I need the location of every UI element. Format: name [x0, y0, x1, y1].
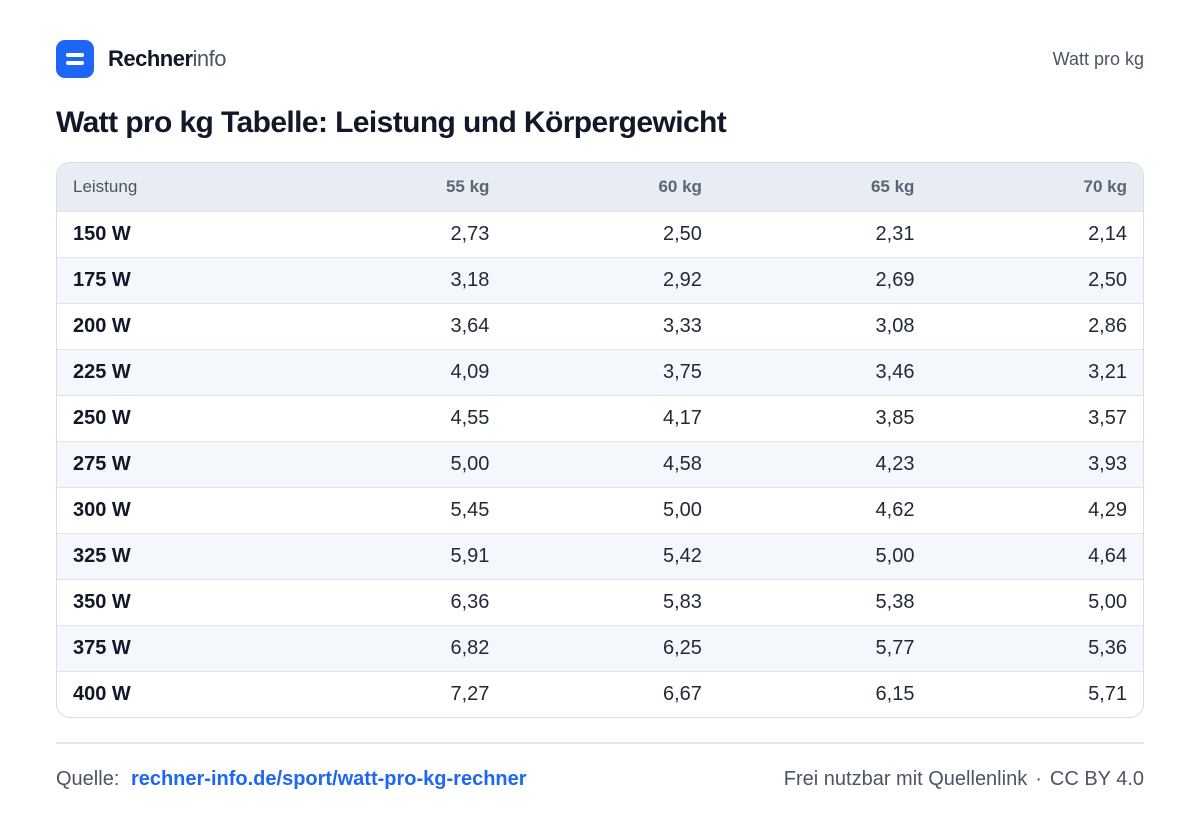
value-cell: 2,86 [1088, 314, 1127, 337]
value-cell: 2,73 [450, 222, 490, 245]
value-cell: 4,29 [1088, 498, 1127, 521]
column-header: 60 kg [658, 176, 702, 196]
value-cell: 5,77 [875, 636, 915, 659]
brand-name: Rechnerinfo [108, 46, 227, 72]
source-link[interactable]: rechner-info.de/sport/watt-pro-kg-rechne… [130, 768, 527, 790]
value-cell: 3,93 [1088, 452, 1127, 475]
value-cell: 3,64 [450, 314, 490, 337]
value-cell: 6,36 [450, 590, 490, 613]
value-cell: 5,45 [450, 498, 490, 521]
value-cell: 5,71 [1088, 682, 1127, 705]
value-cell: 6,67 [663, 682, 702, 705]
value-cell: 4,58 [663, 452, 702, 475]
row-label-cell: 200 W [73, 314, 131, 337]
value-cell: 3,85 [875, 406, 915, 429]
table-header-row: Leistung 55 kg 60 kg 65 kg 70 kg [57, 163, 1143, 211]
brand-name-light: info [192, 46, 227, 71]
license-line: Frei nutzbar mit Quellenlink · CC BY 4.0 [784, 768, 1144, 791]
value-cell: 3,75 [663, 360, 702, 383]
brand-logo[interactable]: Rechnerinfo [56, 40, 227, 78]
table-row: 275 W 5,00 4,58 4,23 3,93 [57, 441, 1143, 487]
value-cell: 2,50 [1088, 268, 1127, 291]
table-row: 250 W 4,55 4,17 3,85 3,57 [57, 395, 1143, 441]
watt-per-kg-table: Leistung 55 kg 60 kg 65 kg 70 kg 150 W 2,… [56, 162, 1144, 718]
row-label-cell: 250 W [73, 406, 131, 429]
row-label-cell: 325 W [73, 544, 131, 567]
value-cell: 7,27 [450, 682, 490, 705]
value-cell: 4,55 [450, 406, 490, 429]
source-line: Quelle: rechner-info.de/sport/watt-pro-k… [56, 768, 527, 791]
value-cell: 2,31 [875, 222, 915, 245]
table-row: 350 W 6,36 5,83 5,38 5,00 [57, 579, 1143, 625]
row-label-cell: 350 W [73, 590, 131, 613]
row-label-cell: 275 W [73, 452, 131, 475]
table-row: 225 W 4,09 3,75 3,46 3,21 [57, 349, 1143, 395]
value-cell: 4,62 [875, 498, 915, 521]
value-cell: 2,92 [663, 268, 702, 291]
value-cell: 2,50 [663, 222, 702, 245]
column-header: 55 kg [445, 176, 490, 196]
row-label-cell: 400 W [73, 682, 131, 705]
license-text: Frei nutzbar mit Quellenlink [783, 768, 1028, 790]
value-cell: 6,25 [663, 636, 702, 659]
value-cell: 5,00 [450, 452, 490, 475]
column-header: 70 kg [1083, 176, 1127, 196]
row-label-cell: 225 W [73, 360, 131, 383]
value-cell: 5,00 [875, 544, 915, 567]
table-row: 200 W 3,64 3,33 3,08 2,86 [57, 303, 1143, 349]
value-cell: 3,33 [663, 314, 702, 337]
brand-name-bold: Rechner [108, 46, 193, 71]
value-cell: 5,91 [450, 544, 490, 567]
value-cell: 6,82 [450, 636, 490, 659]
value-cell: 5,36 [1088, 636, 1127, 659]
value-cell: 3,46 [875, 360, 915, 383]
table-row: 150 W 2,73 2,50 2,31 2,14 [57, 211, 1143, 257]
source-label: Quelle: [56, 768, 120, 790]
table-row: 375 W 6,82 6,25 5,77 5,36 [57, 625, 1143, 671]
row-label-cell: 175 W [73, 268, 131, 291]
value-cell: 3,08 [875, 314, 915, 337]
value-cell: 5,38 [875, 590, 915, 613]
value-cell: 4,64 [1088, 544, 1127, 567]
column-header: 65 kg [870, 176, 915, 196]
value-cell: 4,23 [875, 452, 915, 475]
value-cell: 2,69 [875, 268, 915, 291]
page-title: Watt pro kg Tabelle: Leistung und Körper… [56, 106, 727, 139]
value-cell: 5,00 [1088, 590, 1127, 613]
row-label-cell: 300 W [73, 498, 131, 521]
site-header: Rechnerinfo Watt pro kg [56, 40, 1144, 78]
separator-dot: · [1035, 768, 1042, 790]
table-row: 300 W 5,45 5,00 4,62 4,29 [57, 487, 1143, 533]
value-cell: 3,18 [450, 268, 490, 291]
equals-logo-icon [56, 40, 94, 78]
table-body: 150 W 2,73 2,50 2,31 2,14 175 W 3,18 2,92 2,69 2,… [57, 211, 1143, 717]
value-cell: 3,57 [1088, 406, 1127, 429]
value-cell: 6,15 [875, 682, 915, 705]
value-cell: 3,21 [1088, 360, 1127, 383]
table-row: 325 W 5,91 5,42 5,00 4,64 [57, 533, 1143, 579]
footer: Quelle: rechner-info.de/sport/watt-pro-k… [56, 768, 1144, 794]
value-cell: 5,83 [663, 590, 702, 613]
value-cell: 5,00 [663, 498, 702, 521]
footer-divider [56, 742, 1144, 744]
value-cell: 4,09 [450, 360, 490, 383]
column-header: Leistung [73, 176, 138, 196]
table-row: 175 W 3,18 2,92 2,69 2,50 [57, 257, 1143, 303]
row-label-cell: 375 W [73, 636, 131, 659]
license-badge: CC BY 4.0 [1049, 768, 1144, 790]
value-cell: 5,42 [663, 544, 702, 567]
value-cell: 2,14 [1088, 222, 1127, 245]
table-row: 400 W 7,27 6,67 6,15 5,71 [57, 671, 1143, 717]
header-topic-label: Watt pro kg [1052, 49, 1144, 69]
value-cell: 4,17 [663, 406, 702, 429]
row-label-cell: 150 W [73, 222, 131, 245]
